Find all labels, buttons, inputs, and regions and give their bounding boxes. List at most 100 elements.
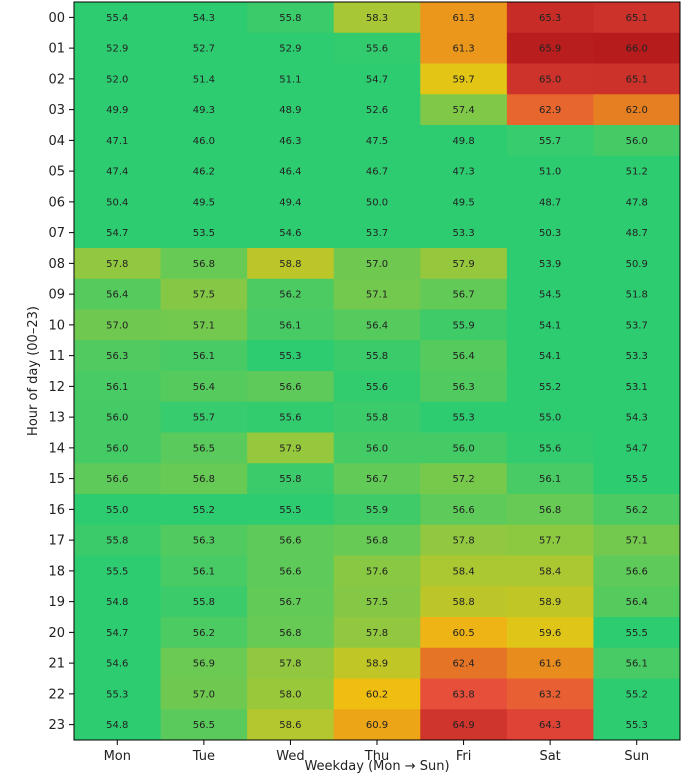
heatmap-cell bbox=[506, 678, 594, 710]
heatmap-cell bbox=[247, 278, 335, 310]
cell-value-label: 54.6 bbox=[279, 228, 301, 239]
heatmap-cell bbox=[506, 494, 594, 526]
heatmap-cell bbox=[333, 432, 421, 464]
cell-value-label: 53.5 bbox=[193, 228, 215, 239]
cell-value-label: 57.1 bbox=[193, 320, 215, 331]
heatmap-cell bbox=[74, 94, 162, 126]
heatmap-cell bbox=[333, 586, 421, 618]
x-tick-label: Thu bbox=[364, 749, 389, 764]
heatmap-cell bbox=[593, 63, 681, 95]
heatmap-cell bbox=[593, 647, 681, 679]
heatmap-cell bbox=[506, 32, 594, 64]
y-tick-label: 19 bbox=[48, 595, 65, 610]
heatmap-cell bbox=[506, 186, 594, 218]
heatmap-cell bbox=[247, 217, 335, 249]
cell-value-label: 65.1 bbox=[626, 74, 648, 85]
heatmap-cell bbox=[247, 32, 335, 64]
heatmap-cell bbox=[247, 155, 335, 187]
cell-value-label: 56.3 bbox=[452, 382, 474, 393]
heatmap-cell bbox=[247, 401, 335, 433]
heatmap-cell bbox=[247, 186, 335, 218]
heatmap-cell bbox=[160, 494, 248, 526]
heatmap-cell bbox=[593, 2, 681, 34]
x-tick-label: Mon bbox=[104, 749, 131, 764]
cell-value-label: 56.4 bbox=[193, 382, 215, 393]
y-tick-label: 07 bbox=[48, 226, 65, 241]
heatmap-cell bbox=[160, 32, 248, 64]
cell-value-label: 55.7 bbox=[193, 413, 215, 424]
heatmap-cell bbox=[333, 309, 421, 341]
cell-value-label: 56.4 bbox=[106, 290, 128, 301]
cell-value-label: 65.3 bbox=[539, 13, 561, 24]
cell-value-label: 61.3 bbox=[452, 44, 474, 55]
heatmap-cell bbox=[420, 586, 508, 618]
x-axis-title: Weekday (Mon → Sun) bbox=[304, 759, 449, 774]
cell-value-label: 49.5 bbox=[193, 197, 215, 208]
heatmap-cell bbox=[247, 340, 335, 372]
cell-value-label: 62.9 bbox=[539, 105, 561, 116]
cell-value-label: 48.7 bbox=[539, 197, 561, 208]
cell-value-label: 55.8 bbox=[279, 474, 301, 485]
heatmap-cell bbox=[420, 278, 508, 310]
cell-value-label: 57.5 bbox=[366, 597, 388, 608]
heatmap-cell bbox=[160, 217, 248, 249]
y-tick-label: 01 bbox=[48, 42, 65, 57]
heatmap-cell bbox=[333, 709, 421, 741]
x-axis-ticks: Mon Tue Wed Thu Fri Sat Sun bbox=[104, 740, 649, 764]
heatmap-cell bbox=[420, 709, 508, 741]
y-tick-label: 04 bbox=[48, 134, 65, 149]
heatmap-cell bbox=[74, 524, 162, 556]
cell-value-label: 55.8 bbox=[366, 351, 388, 362]
cell-value-label: 47.3 bbox=[452, 167, 474, 178]
cell-value-label: 55.3 bbox=[452, 413, 474, 424]
cell-value-label: 49.9 bbox=[106, 105, 128, 116]
cell-value-label: 56.6 bbox=[279, 382, 301, 393]
cell-value-label: 56.2 bbox=[279, 290, 301, 301]
cell-value-label: 50.0 bbox=[366, 197, 388, 208]
heatmap-cell bbox=[74, 63, 162, 95]
heatmap-cell bbox=[420, 309, 508, 341]
heatmap-cell bbox=[160, 2, 248, 34]
plot-frame bbox=[73, 1, 681, 741]
cell-value-label: 54.7 bbox=[106, 628, 128, 639]
heatmap-cell bbox=[420, 401, 508, 433]
cell-value-label: 60.5 bbox=[452, 628, 474, 639]
cell-value-label: 58.4 bbox=[539, 566, 561, 577]
heatmap-cell bbox=[420, 371, 508, 403]
x-tick-label: Sat bbox=[539, 749, 560, 764]
heatmap-cell bbox=[593, 186, 681, 218]
cell-value-label: 55.5 bbox=[279, 505, 301, 516]
heatmap-cell bbox=[593, 709, 681, 741]
cell-value-label: 54.7 bbox=[366, 74, 388, 85]
x-tick-label: Wed bbox=[276, 749, 304, 764]
cell-value-label: 58.9 bbox=[366, 659, 388, 670]
cell-value-label: 54.8 bbox=[106, 720, 128, 731]
cell-value-label: 56.6 bbox=[106, 474, 128, 485]
cell-value-label: 54.3 bbox=[626, 413, 648, 424]
y-tick-label: 08 bbox=[48, 257, 65, 272]
y-tick-label: 12 bbox=[48, 380, 65, 395]
cell-value-label: 55.3 bbox=[106, 689, 128, 700]
heatmap-cell bbox=[247, 63, 335, 95]
heatmap-cell bbox=[593, 524, 681, 556]
cell-value-label: 56.8 bbox=[193, 259, 215, 270]
y-tick-label: 11 bbox=[48, 349, 65, 364]
y-tick-label: 06 bbox=[48, 195, 65, 210]
heatmap-cell bbox=[420, 63, 508, 95]
heatmap-cell bbox=[506, 463, 594, 495]
cell-value-label: 59.7 bbox=[452, 74, 474, 85]
heatmap-cell bbox=[160, 340, 248, 372]
heatmap-cell bbox=[506, 63, 594, 95]
heatmap-cell bbox=[247, 647, 335, 679]
cell-value-label: 57.6 bbox=[366, 566, 388, 577]
heatmap-cell bbox=[160, 586, 248, 618]
heatmap-cell bbox=[506, 125, 594, 157]
cell-value-label: 52.0 bbox=[106, 74, 128, 85]
y-tick-label: 02 bbox=[48, 72, 65, 87]
y-tick-label: 16 bbox=[48, 503, 65, 518]
heatmap-cell bbox=[333, 463, 421, 495]
cell-value-label: 53.3 bbox=[626, 351, 648, 362]
heatmap-cell bbox=[506, 309, 594, 341]
heatmap-cell bbox=[247, 432, 335, 464]
